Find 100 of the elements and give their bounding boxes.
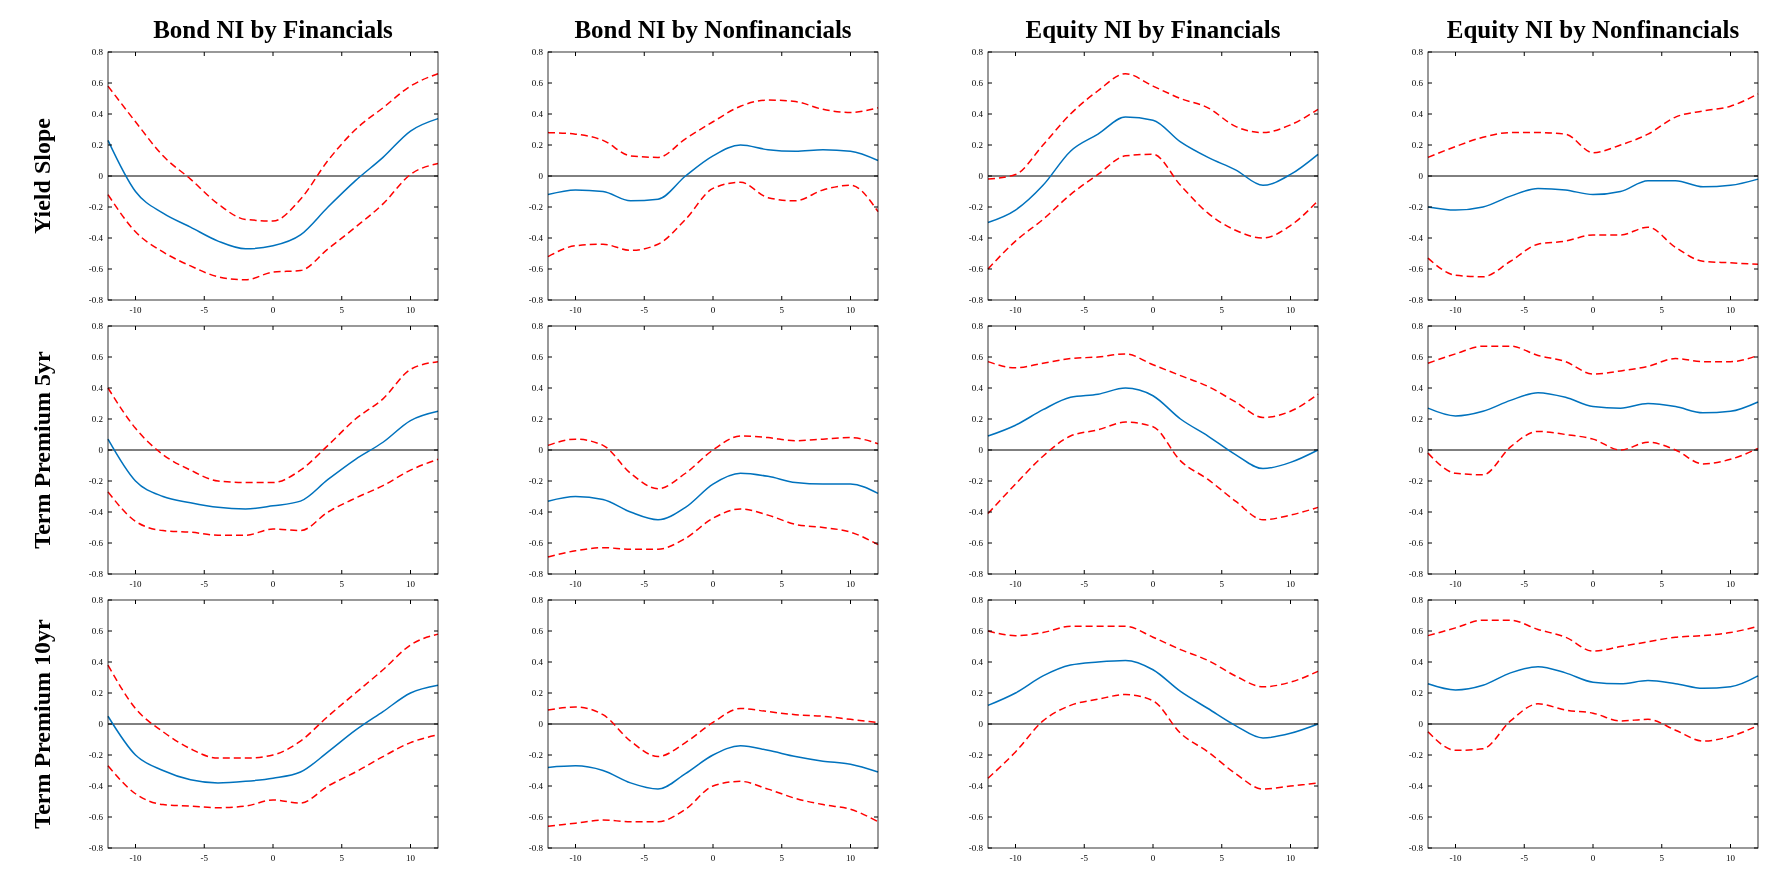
y-tick-label: 0.4 bbox=[1411, 382, 1424, 393]
y-axis-title: Term Premium 10yr bbox=[29, 619, 55, 829]
y-tick-label: -0.4 bbox=[88, 232, 104, 243]
x-tick-label: 0 bbox=[710, 853, 716, 863]
y-axis-title: Yield Slope bbox=[29, 117, 55, 234]
y-tick-label: -0.8 bbox=[1408, 842, 1424, 853]
y-tick-label: 0.8 bbox=[971, 320, 984, 331]
y-tick-label: -0.2 bbox=[968, 475, 983, 486]
x-tick-label: 0 bbox=[1150, 853, 1156, 863]
y-axis-title: Term Premium 5yr bbox=[29, 351, 55, 549]
x-tick-label: 10 bbox=[406, 853, 416, 863]
chart-title: Bond NI by Nonfinancials bbox=[574, 16, 852, 43]
x-tick-label: -5 bbox=[200, 305, 209, 315]
x-tick-label: -5 bbox=[1520, 579, 1529, 589]
y-tick-label: 0.2 bbox=[531, 687, 543, 698]
y-tick-label: 0.8 bbox=[91, 46, 104, 57]
x-tick-label: 10 bbox=[1286, 305, 1296, 315]
y-tick-label: -0.6 bbox=[968, 263, 984, 274]
x-tick-label: -5 bbox=[200, 853, 209, 863]
x-tick-label: -10 bbox=[1449, 579, 1462, 589]
y-tick-label: -0.8 bbox=[88, 842, 104, 853]
y-tick-label: 0.6 bbox=[531, 351, 544, 362]
x-tick-label: 0 bbox=[1590, 305, 1596, 315]
y-tick-label: 0.4 bbox=[1411, 108, 1424, 119]
y-tick-label: 0.6 bbox=[531, 625, 544, 636]
y-tick-label: -0.4 bbox=[1408, 780, 1424, 791]
x-tick-label: -5 bbox=[200, 579, 209, 589]
x-tick-label: -10 bbox=[569, 305, 582, 315]
y-tick-label: 0.4 bbox=[91, 382, 104, 393]
y-tick-label: 0.4 bbox=[971, 382, 984, 393]
y-tick-label: -0.2 bbox=[88, 749, 103, 760]
y-tick-label: 0.6 bbox=[531, 77, 544, 88]
y-tick-label: -0.8 bbox=[88, 294, 104, 305]
y-tick-label: 0.8 bbox=[91, 320, 104, 331]
y-tick-label: 0.4 bbox=[91, 656, 104, 667]
x-tick-label: 10 bbox=[1726, 853, 1736, 863]
y-tick-label: 0.2 bbox=[91, 139, 103, 150]
x-tick-label: 10 bbox=[406, 579, 416, 589]
chart-title: Equity NI by Nonfinancials bbox=[1446, 16, 1740, 43]
x-tick-label: -5 bbox=[640, 579, 649, 589]
x-tick-label: 0 bbox=[710, 305, 716, 315]
y-tick-label: 0 bbox=[538, 170, 544, 181]
y-tick-label: 0 bbox=[98, 444, 104, 455]
y-tick-label: 0.8 bbox=[1411, 594, 1424, 605]
y-tick-label: -0.2 bbox=[1408, 749, 1423, 760]
y-tick-label: -0.6 bbox=[88, 263, 104, 274]
y-tick-label: -0.4 bbox=[1408, 232, 1424, 243]
x-tick-label: 10 bbox=[846, 579, 856, 589]
y-tick-label: 0.6 bbox=[1411, 77, 1424, 88]
y-tick-label: -0.2 bbox=[968, 201, 983, 212]
y-tick-label: 0.6 bbox=[971, 77, 984, 88]
y-tick-label: 0 bbox=[1418, 170, 1424, 181]
y-tick-label: 0 bbox=[1418, 718, 1424, 729]
y-tick-label: -0.2 bbox=[528, 475, 543, 486]
x-tick-label: 5 bbox=[1659, 853, 1665, 863]
y-tick-label: 0.6 bbox=[91, 351, 104, 362]
y-tick-label: 0.2 bbox=[1411, 139, 1423, 150]
y-tick-label: -0.6 bbox=[528, 263, 544, 274]
x-tick-label: 5 bbox=[339, 305, 345, 315]
x-tick-label: 10 bbox=[846, 853, 856, 863]
x-tick-label: -10 bbox=[569, 853, 582, 863]
x-tick-label: -10 bbox=[129, 853, 142, 863]
y-tick-label: -0.6 bbox=[88, 811, 104, 822]
y-tick-label: 0.2 bbox=[531, 139, 543, 150]
y-tick-label: 0.8 bbox=[531, 594, 544, 605]
chart-title: Equity NI by Financials bbox=[1025, 16, 1281, 43]
y-tick-label: -0.4 bbox=[528, 232, 544, 243]
y-tick-label: -0.8 bbox=[528, 294, 544, 305]
y-tick-label: 0 bbox=[98, 170, 104, 181]
y-tick-label: 0 bbox=[538, 718, 544, 729]
y-tick-label: -0.6 bbox=[528, 811, 544, 822]
y-tick-label: 0 bbox=[538, 444, 544, 455]
y-tick-label: -0.8 bbox=[968, 568, 984, 579]
y-tick-label: -0.8 bbox=[528, 842, 544, 853]
y-tick-label: -0.8 bbox=[968, 842, 984, 853]
y-tick-label: 0.6 bbox=[1411, 625, 1424, 636]
y-tick-label: -0.4 bbox=[968, 780, 984, 791]
y-tick-label: 0.8 bbox=[531, 46, 544, 57]
x-tick-label: 0 bbox=[1590, 853, 1596, 863]
y-tick-label: -0.4 bbox=[88, 780, 104, 791]
y-tick-label: 0.4 bbox=[971, 108, 984, 119]
x-tick-label: 5 bbox=[779, 853, 785, 863]
y-tick-label: 0.6 bbox=[971, 351, 984, 362]
y-tick-label: 0.2 bbox=[971, 413, 983, 424]
y-tick-label: -0.8 bbox=[528, 568, 544, 579]
y-tick-label: -0.2 bbox=[528, 749, 543, 760]
x-tick-label: -10 bbox=[1449, 305, 1462, 315]
y-tick-label: 0.4 bbox=[971, 656, 984, 667]
y-tick-label: -0.6 bbox=[88, 537, 104, 548]
y-tick-label: 0.2 bbox=[971, 139, 983, 150]
x-tick-label: 0 bbox=[1590, 579, 1596, 589]
y-tick-label: 0 bbox=[978, 444, 984, 455]
y-tick-label: 0 bbox=[1418, 444, 1424, 455]
y-tick-label: 0.4 bbox=[91, 108, 104, 119]
y-tick-label: 0.8 bbox=[971, 46, 984, 57]
y-tick-label: 0 bbox=[978, 170, 984, 181]
y-tick-label: 0.2 bbox=[531, 413, 543, 424]
x-tick-label: 5 bbox=[1659, 579, 1665, 589]
x-tick-label: 5 bbox=[339, 853, 345, 863]
x-tick-label: 10 bbox=[406, 305, 416, 315]
